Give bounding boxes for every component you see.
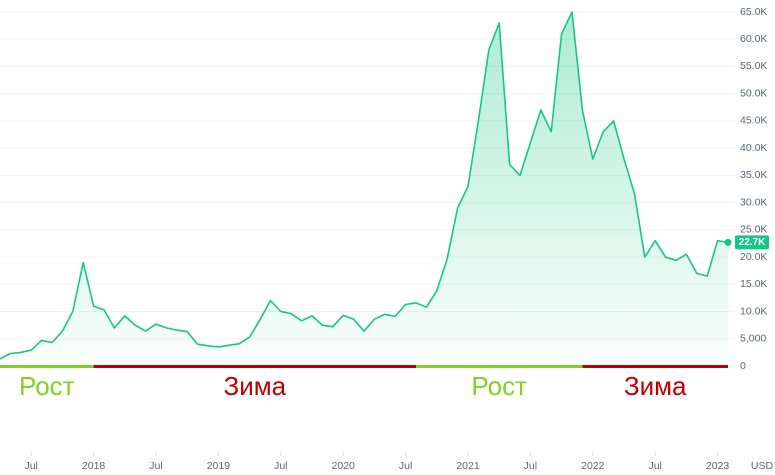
period-bar xyxy=(582,365,728,368)
x-tick-label: 2019 xyxy=(207,460,231,472)
period-bar xyxy=(416,365,583,368)
y-tick-label: 40.0K xyxy=(740,142,767,154)
y-tick-label: 50.0K xyxy=(740,87,767,99)
price-line xyxy=(0,11,729,360)
x-tick-label: Jul xyxy=(274,460,287,472)
x-tick-label: Jul xyxy=(24,460,37,472)
x-tick-label: Jul xyxy=(399,460,412,472)
period-label: Рост xyxy=(471,371,527,401)
x-tick-label: Jul xyxy=(149,460,162,472)
x-tick-label: 2023 xyxy=(706,460,730,472)
y-tick-label: 30.0K xyxy=(740,196,767,208)
current-point xyxy=(724,238,732,246)
period-label: Рост xyxy=(19,371,75,401)
area xyxy=(0,12,728,366)
y-tick-label: 60.0K xyxy=(740,33,767,45)
y-tick-label: 45.0K xyxy=(740,115,767,127)
y-tick-label: 5,000 xyxy=(740,333,766,345)
y-tick-label: 55.0K xyxy=(740,60,767,72)
x-tick-label: 2020 xyxy=(332,460,356,472)
x-tick-label: 2021 xyxy=(456,460,480,472)
currency-label: USD xyxy=(751,460,774,472)
y-tick-label: 25.0K xyxy=(740,224,767,236)
x-tick-label: Jul xyxy=(648,460,661,472)
y-tick-label: 35.0K xyxy=(740,169,767,181)
x-tick-label: Jul xyxy=(524,460,537,472)
y-tick-label: 20.0K xyxy=(740,251,767,263)
x-tick-label: 2022 xyxy=(581,460,605,472)
y-tick-label: 10.0K xyxy=(740,305,767,317)
y-tick-label: 0 xyxy=(740,360,746,372)
period-bar xyxy=(93,365,416,368)
y-tick-label: 65.0K xyxy=(740,6,767,18)
period-bar xyxy=(0,365,94,368)
current-label: 22.7K xyxy=(739,237,766,248)
x-tick-label: 2018 xyxy=(82,460,106,472)
period-label: Зима xyxy=(624,371,687,401)
period-label: Зима xyxy=(224,371,287,401)
current-label-bg xyxy=(735,235,769,250)
y-tick-label: 15.0K xyxy=(740,278,767,290)
